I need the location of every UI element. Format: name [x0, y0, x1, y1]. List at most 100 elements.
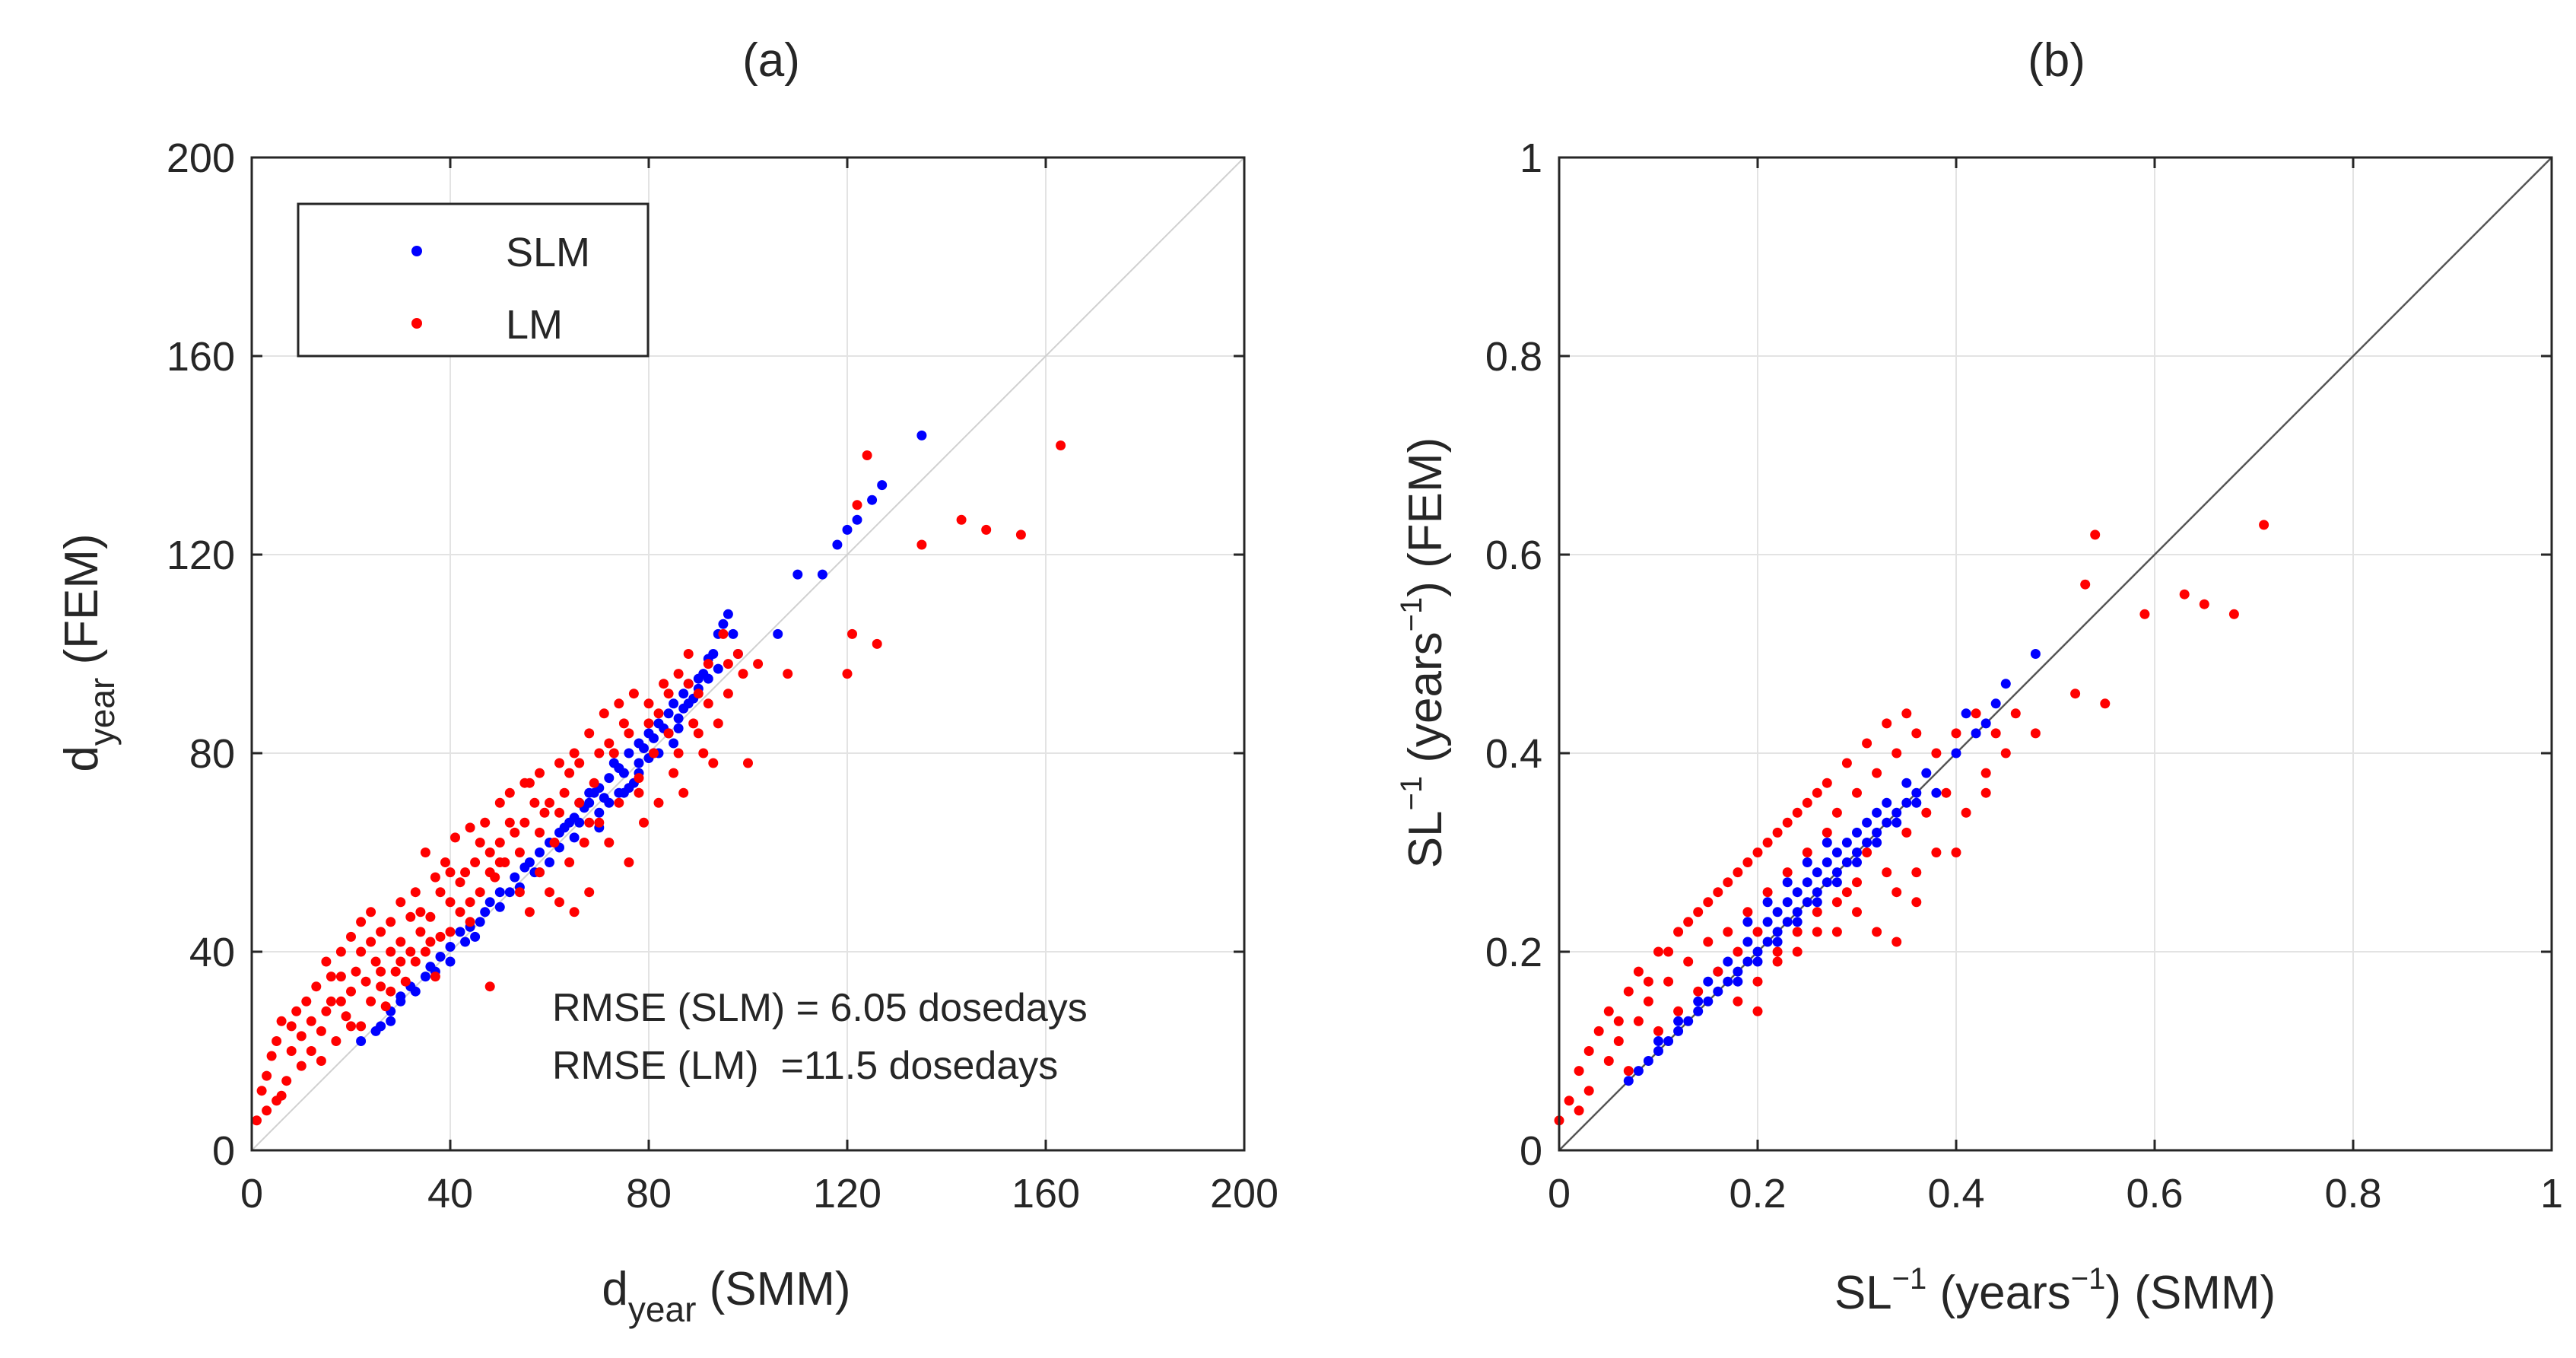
panel-a-point-lm [480, 817, 491, 828]
panel-b-point-lm [1762, 838, 1773, 848]
panel-a-point-lm [604, 738, 615, 749]
panel-a-point-slm [604, 773, 615, 784]
panel-b-point-lm [1583, 1046, 1594, 1056]
panel-a-point-lm [981, 524, 992, 535]
panel-b-point-slm [1703, 996, 1714, 1007]
panel-b-title: (b) [2028, 34, 2085, 87]
panel-b-point-lm [1802, 848, 1812, 857]
panel-a-point-lm [356, 917, 367, 927]
panel-b-point-slm [1862, 838, 1872, 848]
panel-a-x-tick-label: 160 [1012, 1171, 1080, 1216]
panel-b-point-lm [1693, 907, 1704, 918]
panel-a-point-lm [366, 996, 376, 1007]
panel-b-y-tick-label: 0.6 [1485, 533, 1542, 578]
panel-a-point-lm [376, 966, 386, 977]
panel-b-point-slm [1951, 748, 1961, 759]
panel-b-point-lm [1951, 848, 1961, 857]
panel-a-point-lm [669, 768, 679, 778]
panel-a-point-lm [296, 1031, 307, 1042]
panel-a-point-lm [450, 832, 460, 843]
panel-a-point-lm [683, 679, 694, 689]
panel-a-point-lm [445, 897, 456, 908]
legend-label-lm: LM [506, 302, 563, 348]
panel-a-point-slm [494, 887, 505, 898]
panel-a-point-lm [341, 1011, 351, 1022]
panel-b-point-lm [1911, 867, 1922, 878]
panel-a-x-tick-label: 200 [1210, 1171, 1278, 1216]
panel-b-point-lm [1961, 807, 1971, 818]
panel-b-point-slm [1653, 1046, 1663, 1056]
panel-a-point-lm [574, 797, 585, 808]
panel-a-x-tick-label: 80 [626, 1171, 672, 1216]
panel-b-point-slm [1921, 768, 1932, 778]
panel-a-point-lm [366, 937, 376, 947]
panel-a-point-lm [539, 807, 550, 818]
panel-a-x-tick-label: 120 [813, 1171, 881, 1216]
panel-a-point-slm [545, 857, 554, 867]
panel-a-point-slm [673, 723, 684, 733]
panel-a-point-lm [484, 981, 495, 992]
panel-a-point-slm [916, 430, 927, 440]
panel-b-point-slm [1802, 877, 1812, 888]
panel-a-point-slm [445, 942, 456, 952]
panel-a-point-lm [564, 857, 575, 867]
panel-b-point-slm [1901, 778, 1912, 788]
panel-b-point-lm [1713, 887, 1723, 898]
panel-b-point-lm [1593, 1026, 1604, 1036]
panel-a-point-slm [535, 848, 545, 857]
panel-a-point-lm [351, 966, 361, 977]
panel-a-y-tick-label: 120 [167, 533, 235, 578]
panel-b-point-slm [1980, 718, 1991, 729]
panel-b-point-lm [1663, 946, 1674, 957]
panel-a-point-lm [624, 857, 634, 867]
panel-a-point-lm [346, 931, 356, 942]
panel-a-point-slm [723, 609, 733, 619]
panel-a-point-lm [732, 649, 743, 659]
panel-b-point-slm [1852, 857, 1862, 867]
panel-b-point-slm [1892, 817, 1902, 828]
panel-b-point-lm [1852, 787, 1862, 798]
panel-b-point-lm [1822, 827, 1832, 838]
panel-b-point-slm [1782, 877, 1793, 888]
panel-b-xlabel-main: SL [1834, 1267, 1892, 1319]
panel-b-x-axis-title: SL−1 (years−1) (SMM) [1834, 1262, 2276, 1319]
panel-b-point-lm [2139, 609, 2150, 619]
panel-b-point-slm [1852, 848, 1862, 857]
panel-a-point-slm [639, 743, 649, 753]
panel-a-point-lm [395, 937, 406, 947]
panel-a-xlabel-sub: year [628, 1290, 696, 1329]
panel-a-point-lm [653, 797, 664, 808]
panel-a-point-slm [649, 733, 659, 743]
panel-b-x-tick-label: 0.8 [2324, 1171, 2381, 1216]
panel-b-point-lm [2090, 530, 2101, 540]
panel-a-point-lm [514, 848, 525, 857]
panel-a-point-lm [400, 976, 411, 987]
panel-b-point-slm [1663, 1036, 1674, 1046]
panel-a-point-lm [524, 907, 535, 918]
panel-a-point-slm [376, 1021, 386, 1032]
panel-a-point-lm [465, 897, 475, 908]
panel-b-point-slm [2030, 649, 2041, 659]
panel-a-point-slm [356, 1036, 367, 1046]
panel-b-point-lm [1812, 787, 1822, 798]
panel-a-point-lm [331, 1036, 341, 1046]
panel-b-point-lm [1911, 897, 1922, 908]
panel-b-point-lm [1703, 897, 1714, 908]
panel-b-point-lm [1782, 817, 1793, 828]
panel-b-point-lm [1713, 966, 1723, 977]
panel-b-point-lm [1841, 758, 1852, 768]
panel-b-point-slm [1653, 1036, 1663, 1046]
panel-b-point-slm [1872, 827, 1882, 838]
panel-a-point-lm [584, 817, 595, 828]
panel-b-point-slm [1643, 1056, 1653, 1066]
panel-b-point-slm [1723, 976, 1733, 987]
panel-a-point-slm [510, 872, 520, 883]
panel-a-point-slm [618, 787, 629, 798]
panel-b-point-lm [1772, 946, 1783, 957]
panel-b-point-lm [1831, 927, 1842, 937]
panel-a-point-lm [420, 848, 430, 857]
panel-b-point-slm [1961, 708, 1971, 719]
panel-a-point-lm [545, 887, 554, 898]
panel-b-ylabel-sup2: −1 [1395, 597, 1428, 632]
panel-b-point-lm [1742, 857, 1753, 867]
